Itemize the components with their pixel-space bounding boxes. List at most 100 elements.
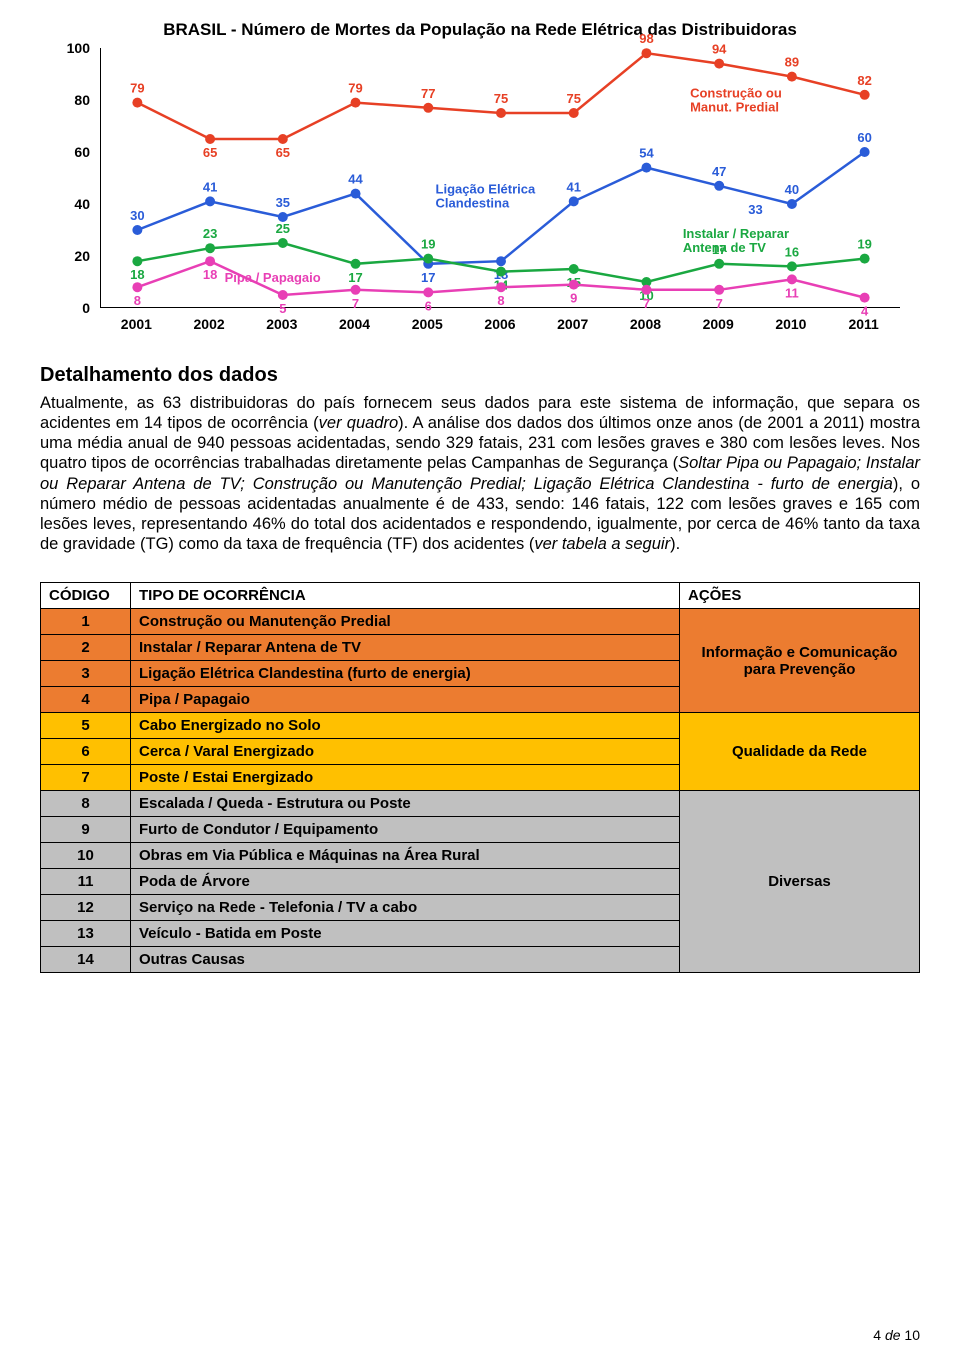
chart-container: BRASIL - Número de Mortes da População n… (40, 20, 920, 338)
svg-text:75: 75 (566, 91, 580, 106)
cell-tipo: Obras em Via Pública e Máquinas na Área … (131, 843, 680, 869)
x-label: 2001 (121, 316, 152, 332)
cell-code: 5 (41, 713, 131, 739)
cell-code: 7 (41, 765, 131, 791)
svg-text:17: 17 (421, 270, 435, 285)
y-tick: 60 (40, 144, 90, 160)
svg-text:82: 82 (857, 73, 871, 88)
x-label: 2006 (484, 316, 515, 332)
cell-code: 8 (41, 791, 131, 817)
svg-text:7: 7 (352, 296, 359, 311)
cell-tipo: Cabo Energizado no Solo (131, 713, 680, 739)
svg-text:8: 8 (134, 293, 141, 308)
chart-title: BRASIL - Número de Mortes da População n… (40, 20, 920, 40)
x-label: 2003 (266, 316, 297, 332)
col-acoes: AÇÕES (680, 583, 920, 609)
svg-text:17: 17 (348, 270, 362, 285)
cell-tipo: Veículo - Batida em Poste (131, 921, 680, 947)
svg-text:98: 98 (639, 31, 653, 46)
cell-acao: Informação e Comunicação para Prevenção (680, 609, 920, 713)
svg-text:60: 60 (857, 130, 871, 145)
svg-text:44: 44 (348, 172, 363, 187)
x-label: 2009 (703, 316, 734, 332)
x-label: 2010 (775, 316, 806, 332)
cell-code: 4 (41, 687, 131, 713)
table-row: 8Escalada / Queda - Estrutura ou PosteDi… (41, 791, 920, 817)
x-label: 2008 (630, 316, 661, 332)
svg-text:40: 40 (785, 182, 799, 197)
occurrence-table: CÓDIGO TIPO DE OCORRÊNCIA AÇÕES 1Constru… (40, 582, 920, 973)
cell-tipo: Outras Causas (131, 947, 680, 973)
cell-tipo: Furto de Condutor / Equipamento (131, 817, 680, 843)
cell-code: 14 (41, 947, 131, 973)
cell-code: 2 (41, 635, 131, 661)
cell-code: 11 (41, 869, 131, 895)
svg-text:6: 6 (425, 298, 432, 313)
cell-tipo: Poste / Estai Energizado (131, 765, 680, 791)
svg-text:54: 54 (639, 146, 654, 161)
page-number: 4 (873, 1327, 881, 1343)
svg-text:Instalar / Reparar: Instalar / Reparar (683, 226, 789, 241)
table-row: 1Construção ou Manutenção PredialInforma… (41, 609, 920, 635)
svg-text:7: 7 (716, 296, 723, 311)
cell-code: 9 (41, 817, 131, 843)
table-row: 5Cabo Energizado no SoloQualidade da Red… (41, 713, 920, 739)
cell-acao: Qualidade da Rede (680, 713, 920, 791)
x-axis: 2001 2002 2003 2004 2005 2006 2007 2008 2009 2010… (100, 316, 900, 338)
cell-code: 3 (41, 661, 131, 687)
svg-text:18: 18 (203, 267, 217, 282)
svg-text:Manut. Predial: Manut. Predial (690, 99, 779, 114)
svg-text:35: 35 (276, 195, 290, 210)
svg-text:Ligação Elétrica: Ligação Elétrica (436, 182, 536, 197)
page-footer: 4 de 10 (873, 1327, 920, 1343)
cell-tipo: Ligação Elétrica Clandestina (furto de e… (131, 661, 680, 687)
y-tick: 80 (40, 92, 90, 108)
svg-text:7: 7 (643, 296, 650, 311)
svg-text:47: 47 (712, 164, 726, 179)
page-total: 10 (904, 1327, 920, 1343)
section-heading: Detalhamento dos dados (40, 364, 920, 387)
cell-code: 10 (41, 843, 131, 869)
cell-code: 12 (41, 895, 131, 921)
svg-text:5: 5 (279, 301, 286, 316)
cell-tipo: Cerca / Varal Energizado (131, 739, 680, 765)
cell-tipo: Poda de Árvore (131, 869, 680, 895)
svg-text:41: 41 (566, 179, 580, 194)
svg-text:30: 30 (130, 208, 144, 223)
page-sep: de (885, 1327, 901, 1343)
col-codigo: CÓDIGO (41, 583, 131, 609)
svg-text:89: 89 (785, 55, 799, 70)
y-axis: 020406080100 (40, 48, 100, 308)
svg-text:65: 65 (276, 145, 290, 160)
svg-text:16: 16 (785, 244, 799, 259)
svg-text:65: 65 (203, 145, 217, 160)
cell-tipo: Pipa / Papagaio (131, 687, 680, 713)
x-label: 2005 (412, 316, 443, 332)
cell-acao: Diversas (680, 791, 920, 973)
section-body: Atualmente, as 63 distribuidoras do país… (40, 393, 920, 554)
svg-text:79: 79 (348, 81, 362, 96)
svg-text:Pipa / Papagaio: Pipa / Papagaio (225, 270, 321, 285)
y-tick: 100 (40, 40, 90, 56)
svg-text:75: 75 (494, 91, 508, 106)
svg-text:25: 25 (276, 221, 290, 236)
x-label: 2002 (194, 316, 225, 332)
cell-tipo: Construção ou Manutenção Predial (131, 609, 680, 635)
svg-text:Antena de TV: Antena de TV (683, 240, 766, 255)
cell-code: 1 (41, 609, 131, 635)
x-label: 2004 (339, 316, 370, 332)
cell-code: 13 (41, 921, 131, 947)
svg-text:79: 79 (130, 81, 144, 96)
svg-text:9: 9 (570, 291, 577, 306)
x-label: 2011 (848, 316, 878, 332)
x-label: 2007 (557, 316, 588, 332)
cell-tipo: Instalar / Reparar Antena de TV (131, 635, 680, 661)
svg-text:94: 94 (712, 42, 727, 57)
plot-area: 7965657977757598948982304135441718415447… (100, 48, 900, 308)
svg-text:41: 41 (203, 179, 217, 194)
svg-text:19: 19 (857, 237, 871, 252)
svg-text:11: 11 (785, 285, 799, 300)
svg-text:8: 8 (497, 293, 504, 308)
svg-text:18: 18 (130, 267, 144, 282)
svg-text:77: 77 (421, 86, 435, 101)
